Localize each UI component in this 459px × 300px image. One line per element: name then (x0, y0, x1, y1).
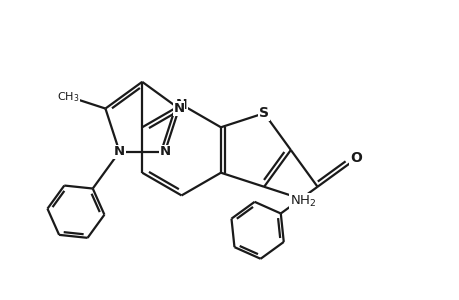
Text: CH$_3$: CH$_3$ (57, 90, 80, 104)
Text: S: S (258, 106, 269, 120)
Text: NH$_2$: NH$_2$ (289, 194, 315, 209)
Text: N: N (159, 145, 170, 158)
Text: O: O (349, 151, 361, 165)
Text: N: N (175, 98, 187, 112)
Text: N: N (114, 145, 125, 158)
Text: N: N (173, 102, 184, 115)
